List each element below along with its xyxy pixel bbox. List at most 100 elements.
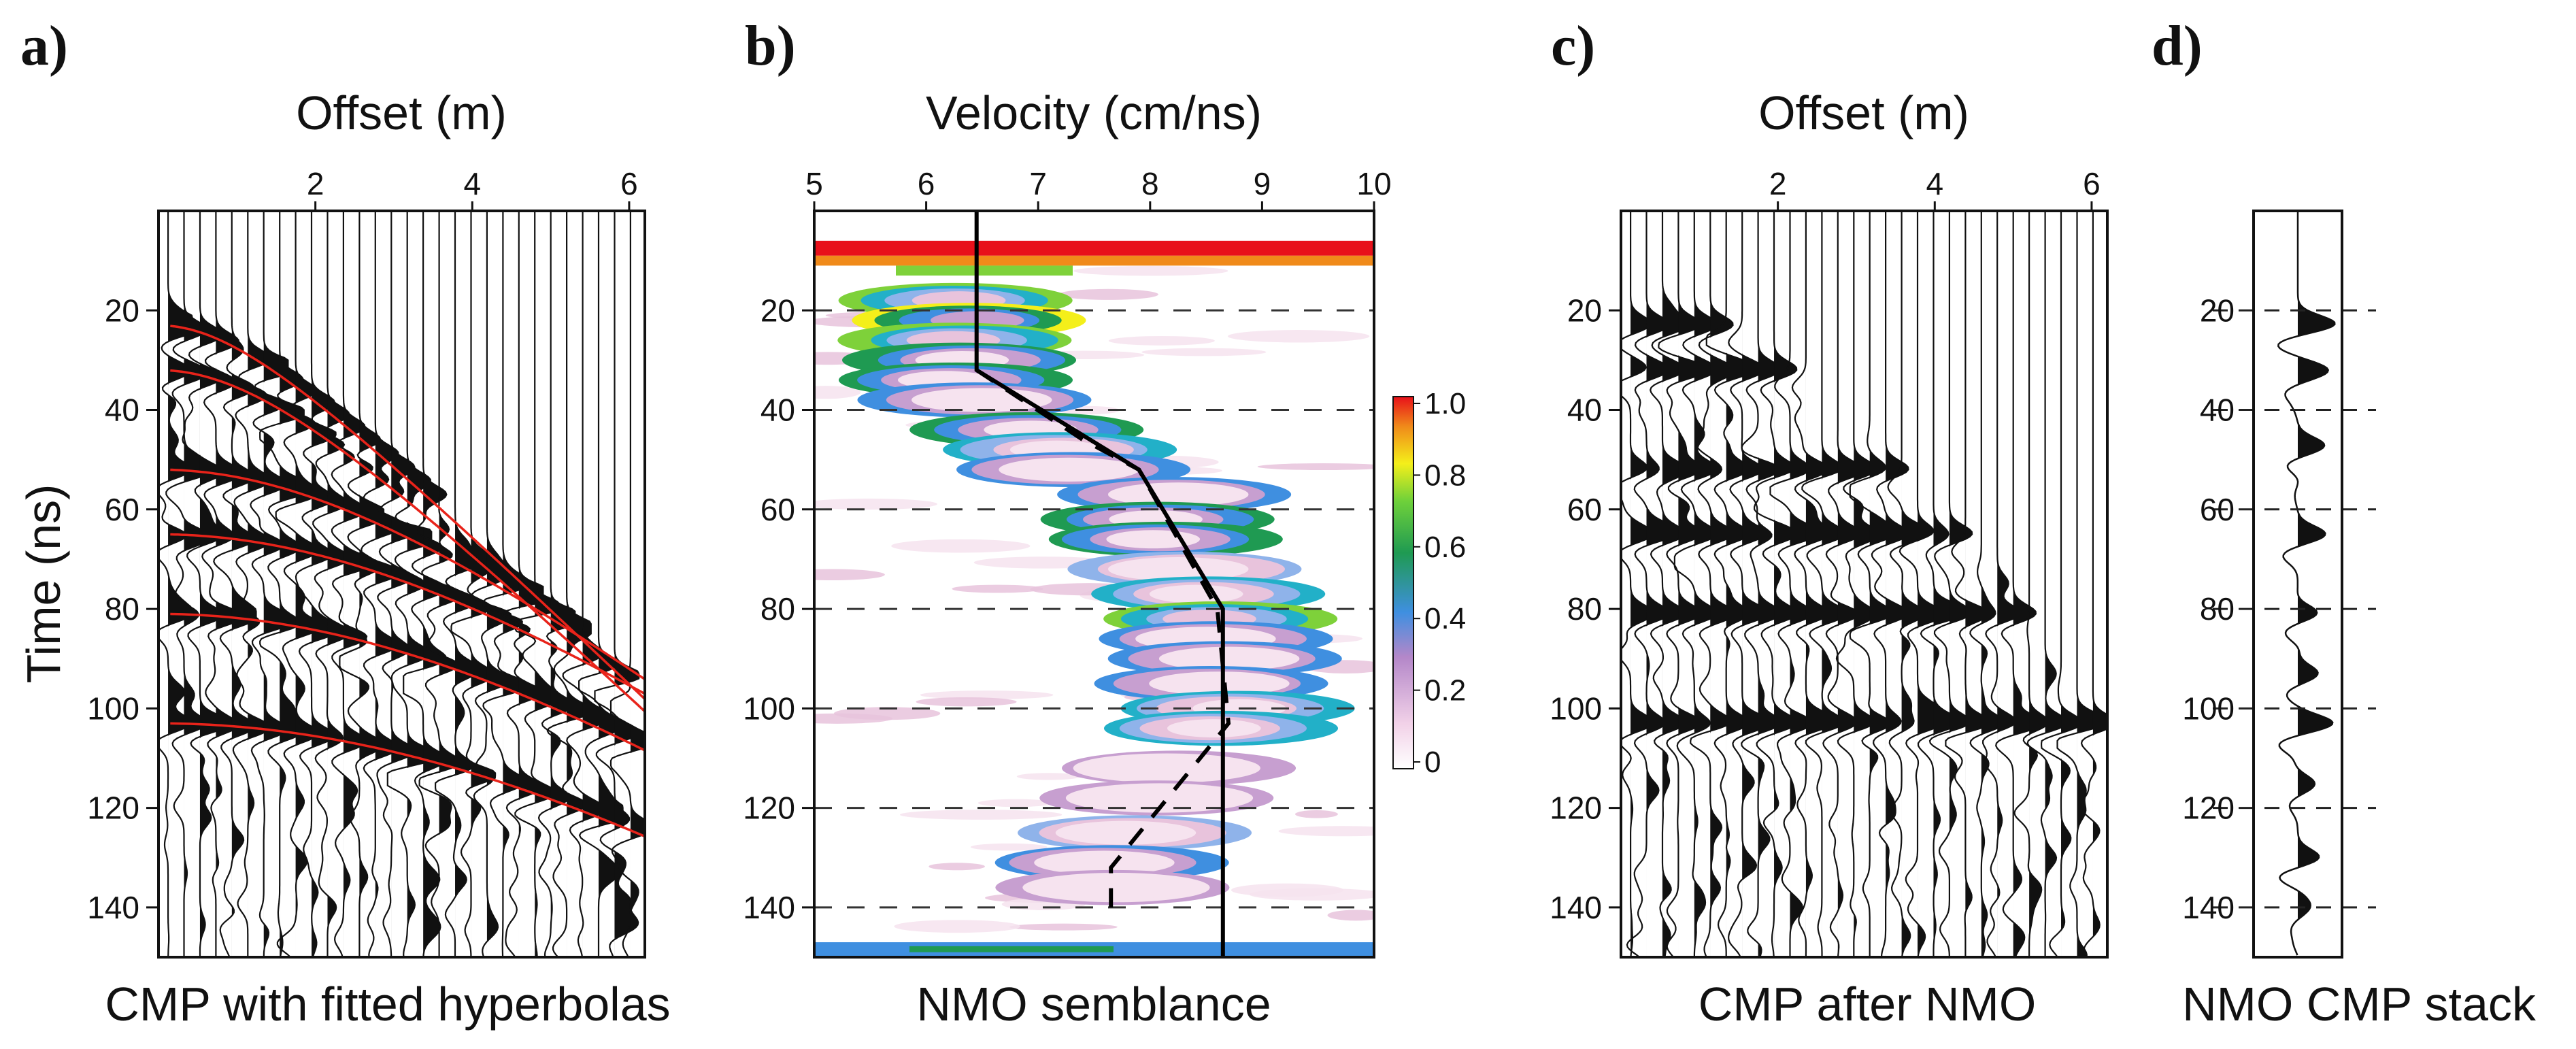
panel-b-y-tick-label-100: 100 [743, 690, 795, 726]
panel-c-trace-17 [1887, 211, 1927, 957]
colorbar-tick-label-1: 0.8 [1424, 459, 1466, 492]
panel-b-y-tick-label-120: 120 [743, 790, 795, 826]
panel-c-trace-13 [1822, 211, 1863, 957]
panel-c-y-tick-label-80: 80 [1567, 591, 1602, 627]
semblance-streak-48 [916, 697, 1017, 707]
colorbar: 1.0 0.8 0.6 0.4 0.2 0 [1392, 387, 1466, 779]
panel-a-trace-14 [376, 211, 416, 957]
panel-a-trace-fill-7 [280, 211, 304, 957]
panel-c-trace-fill-12 [1822, 211, 1846, 957]
panel-label-c: c) [1551, 14, 1595, 78]
semblance-streak-12 [1073, 266, 1228, 276]
semblance-streak-31 [1141, 348, 1267, 356]
semblance-blob-39 [1128, 485, 1222, 504]
panel-c-trace-fill-24 [2013, 211, 2038, 957]
panel-a-trace-9 [295, 211, 337, 957]
panel-c-trace-fill-19 [1933, 211, 1958, 957]
panel-c-trace-fill-5 [1710, 211, 1735, 957]
panel-a-trace-18 [435, 211, 480, 957]
panel-a-frame [157, 210, 646, 959]
panel-a-trace-fill-22 [518, 211, 543, 957]
semblance-streak-11 [977, 799, 1054, 807]
semblance-streak-35 [814, 713, 893, 724]
panel-a-caption: CMP with fitted hyperbolas [105, 978, 670, 1031]
panel-b-x-tick-label-7: 7 [1029, 166, 1047, 201]
panel-c-trace-16 [1871, 211, 1909, 957]
panel-label-a: a) [20, 14, 68, 78]
panel-a-trace-11 [331, 211, 369, 957]
panel-a-y-axis-title: Time (ns) [17, 484, 70, 684]
panel-a-trace-13 [361, 211, 401, 957]
panel-d-y-tick-label-120: 120 [2182, 790, 2235, 826]
panel-a-trace-fill-8 [295, 211, 320, 957]
fitted-hyperbola-4 [170, 612, 645, 752]
panel-c-y-tick-label-120: 120 [1550, 790, 1602, 826]
panel-a-trace-fill-19 [471, 211, 496, 957]
panel-a-trace-fill-16 [423, 211, 447, 957]
semblance-field [814, 211, 1374, 957]
semblance-streak-27 [1108, 336, 1215, 346]
panel-c-trace-fill-10 [1790, 211, 1815, 957]
panel-a-x-tick-label-2: 2 [307, 166, 324, 201]
colorbar-tick-label-3: 0.4 [1424, 602, 1466, 635]
panel-c-trace-4 [1673, 211, 1718, 957]
panel-a-trace-23 [514, 211, 560, 957]
semblance-streak-21 [1009, 923, 1118, 931]
panel-b-x-tick-label-9: 9 [1254, 166, 1271, 201]
panel-b-x-tick-label-10: 10 [1356, 166, 1391, 201]
semblance-streak-17 [814, 386, 861, 399]
panel-c-trace-11 [1791, 211, 1831, 957]
semblance-blob-99 [1077, 878, 1171, 897]
panel-label-d: d) [2152, 14, 2203, 78]
panel-c-trace-27 [2041, 211, 2083, 957]
panel-c-trace-2 [1650, 211, 1688, 957]
semblance-streak-39 [814, 569, 885, 581]
panel-a-y-tick-label-80: 80 [105, 591, 139, 627]
panel-d-y-tick-label-80: 80 [2200, 591, 2235, 627]
panel-c-trace-fill-28 [2077, 211, 2102, 957]
panel-c-trace-26 [2026, 211, 2069, 957]
semblance-blob-67 [1184, 649, 1277, 668]
panel-a-trace-fill-27 [599, 211, 623, 957]
fitted-hyperbola-3 [170, 533, 645, 695]
panel-a-trace-26 [562, 211, 608, 957]
panel-c-trace-fill-17 [1901, 211, 1926, 957]
panel-c-traces [1621, 211, 2107, 957]
semblance-top-band-3 [896, 265, 1073, 276]
semblance-streak-51 [1327, 910, 1374, 921]
panel-a-trace-22 [501, 211, 544, 957]
panel-a-trace-10 [312, 211, 351, 957]
panel-d-y-tick-label-60: 60 [2200, 492, 2235, 527]
semblance-streak-44 [894, 920, 1020, 933]
panel-c-trace-0 [1621, 211, 1655, 957]
panel-a-trace-1 [165, 211, 210, 957]
panel-c-trace-23 [1981, 211, 2021, 957]
panel-c-trace-fill-14 [1854, 211, 1878, 957]
panel-a-trace-17 [418, 211, 463, 957]
colorbar-tick-label-2: 0.6 [1424, 531, 1466, 564]
panel-a-y-tick-label-120: 120 [87, 790, 139, 826]
panel-a-x-tick-label-6: 6 [620, 166, 638, 201]
fitted-hyperbola-0 [170, 324, 645, 700]
panel-c-trace-21 [1945, 211, 1991, 957]
panel-a-trace-fill-11 [343, 211, 368, 957]
panel-c-trace-18 [1898, 211, 1943, 957]
panel-a-trace-19 [450, 211, 497, 957]
semblance-blob-91 [1086, 823, 1180, 842]
panel-c-trace-29 [2079, 211, 2107, 957]
panel-a-x-axis-title: Offset (m) [296, 86, 507, 139]
panel-c-trace-7 [1727, 211, 1767, 957]
panel-a-trace-fill-6 [263, 211, 288, 957]
panel-a-trace-fill-21 [503, 211, 527, 957]
semblance-streak-5 [920, 690, 1054, 700]
semblance-streak-47 [1231, 883, 1344, 897]
semblance-blob-87 [1107, 788, 1201, 807]
panel-d-y-tick-label-40: 40 [2200, 393, 2235, 428]
panel-a-cmp-plot: 2 4 6 20 40 60 80 100 120 140 [87, 166, 646, 959]
panel-c-trace-5 [1690, 211, 1736, 957]
panel-c-trace-19 [1917, 211, 1959, 957]
panel-a-y-tick-label-40: 40 [105, 393, 139, 428]
panel-c-trace-fill-25 [2029, 211, 2049, 957]
panel-c-trace-fill-2 [1662, 211, 1687, 957]
panel-a-trace-fill-17 [439, 211, 462, 957]
